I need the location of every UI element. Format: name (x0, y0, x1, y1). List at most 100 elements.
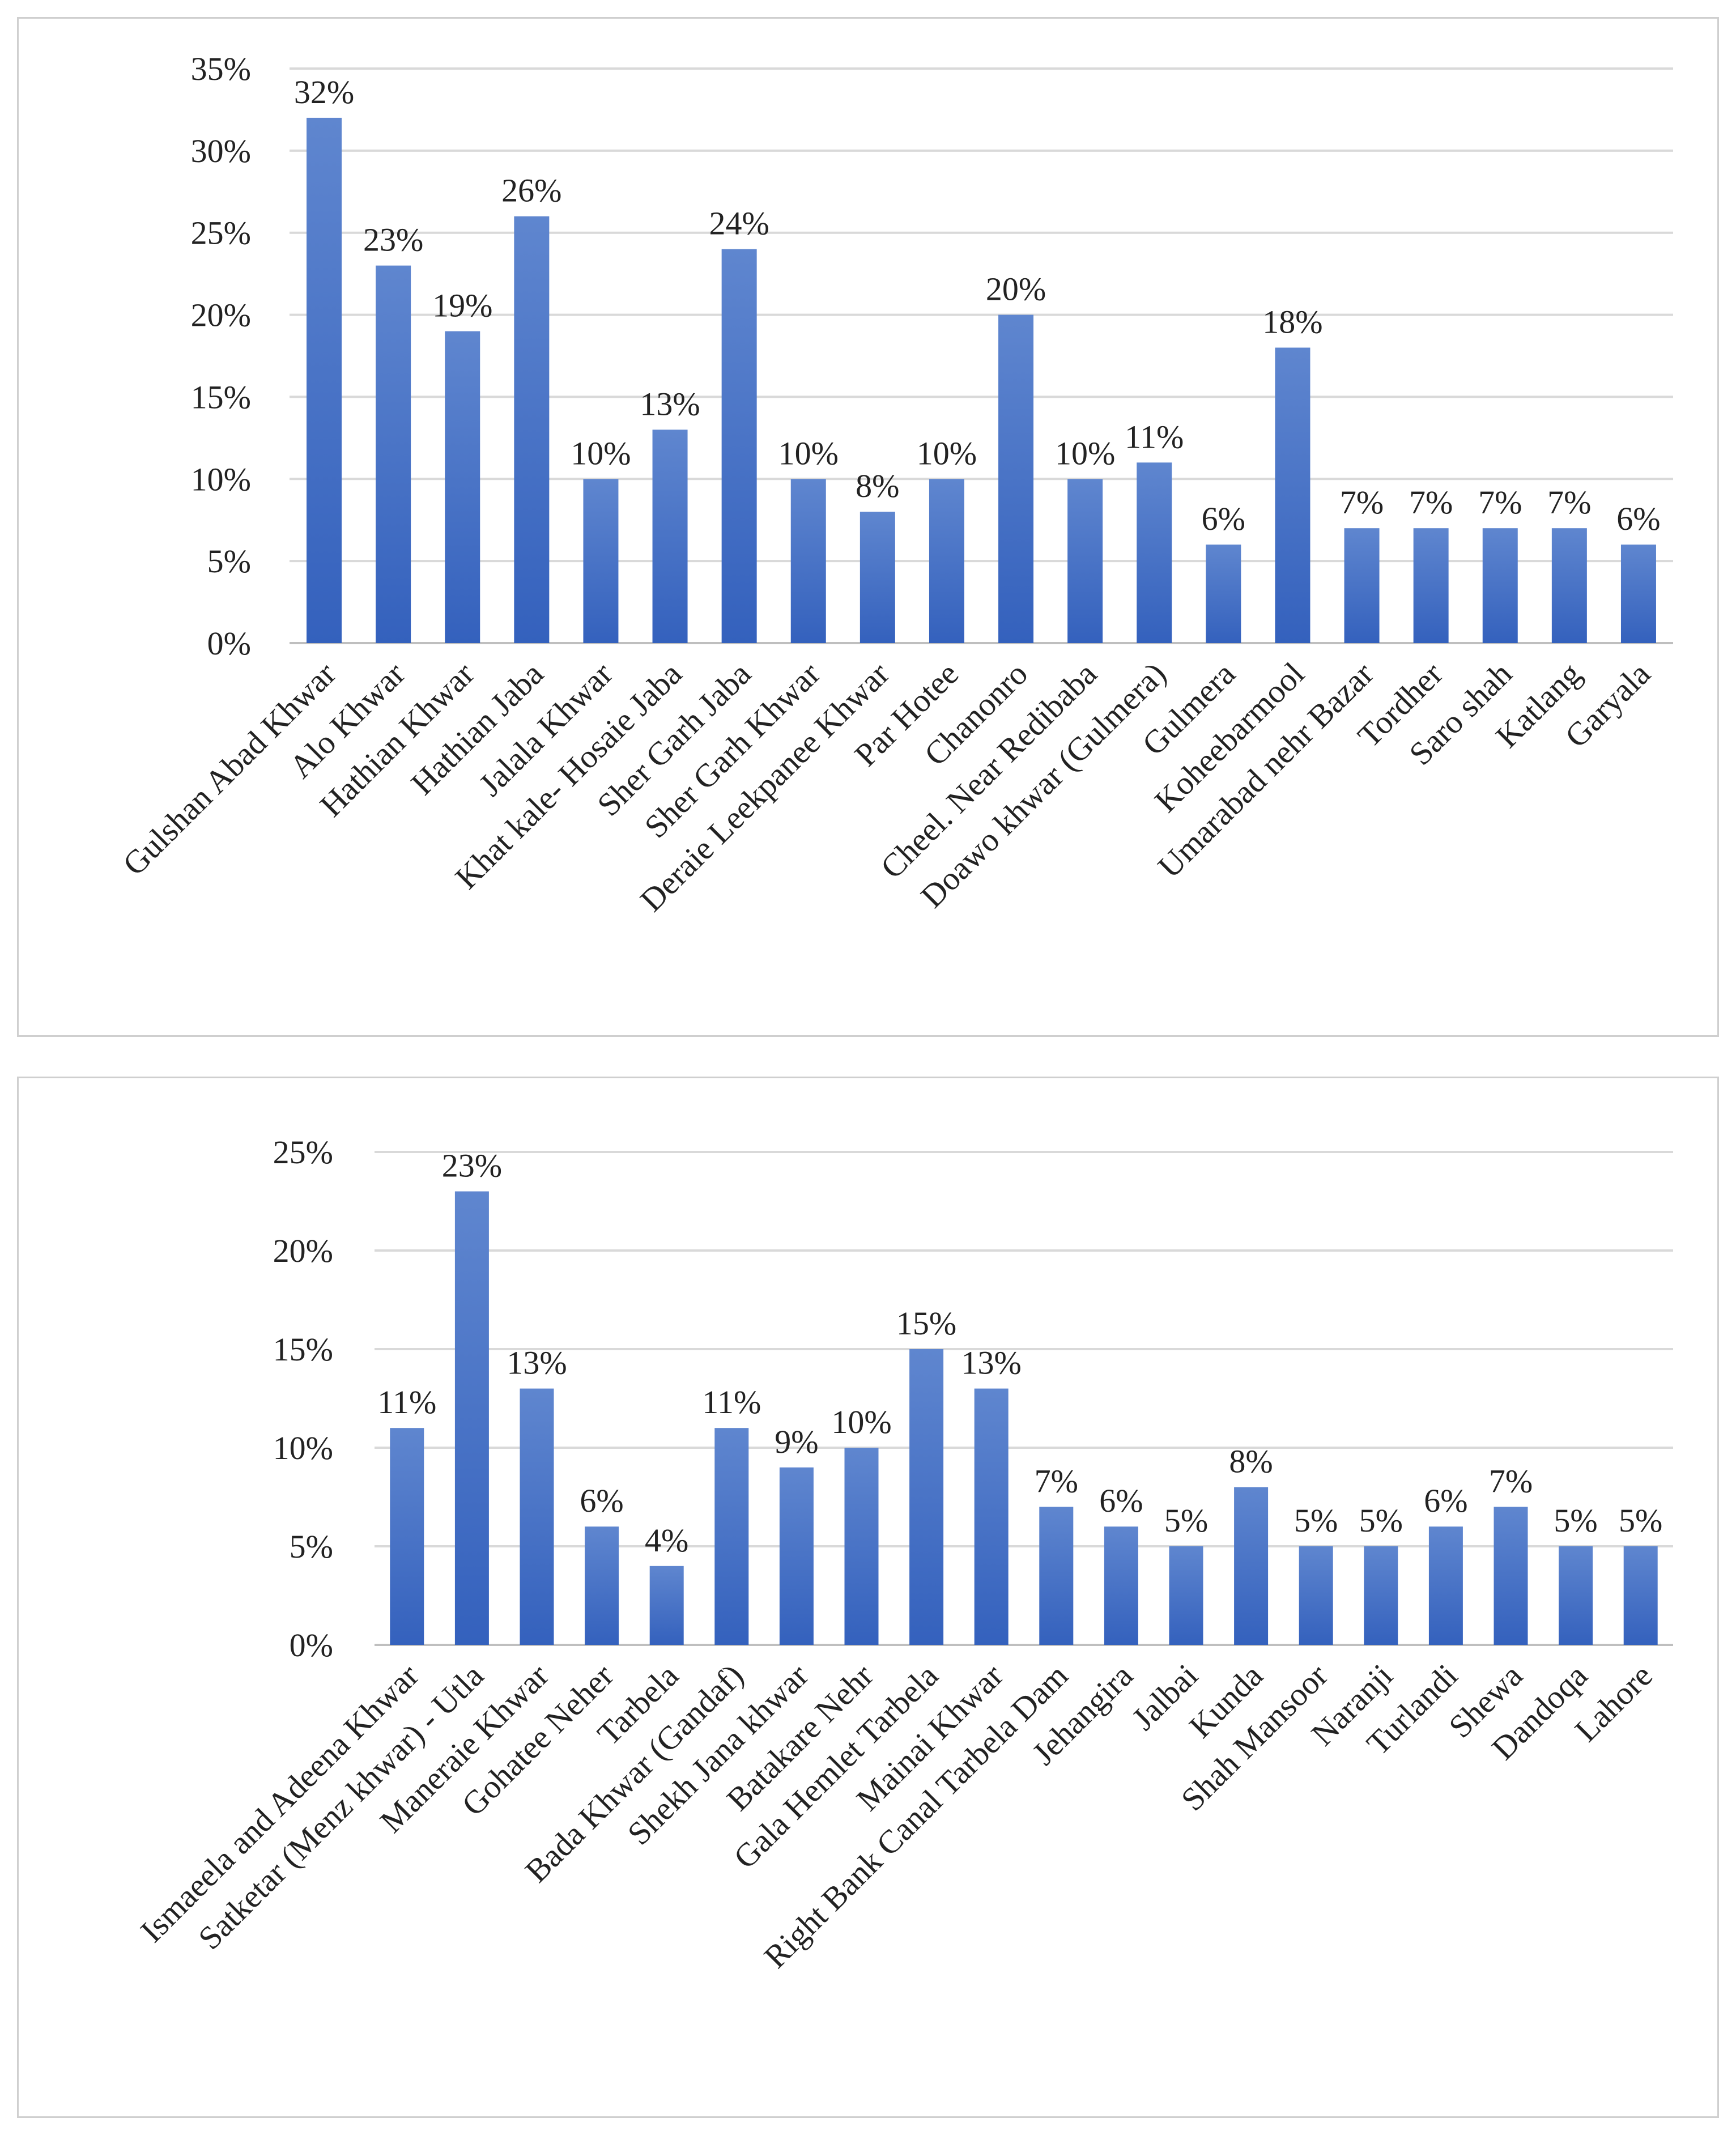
bar (454, 1191, 489, 1645)
data-label: 6% (580, 1482, 623, 1519)
data-label: 10% (917, 435, 977, 471)
bar (1039, 1507, 1074, 1645)
data-label: 5% (1359, 1502, 1403, 1539)
category-label: Satketar (Menz khwar) - Utla (191, 1657, 491, 1957)
bar (376, 265, 411, 644)
y-tick-label: 30% (191, 133, 251, 169)
data-label: 20% (986, 271, 1046, 308)
bar (974, 1388, 1009, 1645)
data-label: 6% (1424, 1482, 1467, 1519)
bar (998, 314, 1034, 643)
data-label: 7% (1478, 484, 1522, 521)
bar (714, 1428, 749, 1645)
bar (844, 1448, 879, 1645)
data-label: 7% (1409, 484, 1453, 521)
data-label: 7% (1489, 1462, 1533, 1499)
y-tick-label: 35% (191, 50, 251, 87)
bar (1206, 545, 1241, 643)
data-label: 13% (961, 1345, 1022, 1381)
bar (585, 1526, 619, 1645)
bar (1559, 1546, 1593, 1645)
y-tick-label: 0% (207, 625, 251, 662)
bar-chart-top: 0%5%10%15%20%25%30%35%32%Gulshan Abad Kh… (116, 50, 1673, 918)
data-label: 7% (1340, 484, 1384, 521)
data-label: 11% (702, 1384, 761, 1421)
data-label: 9% (775, 1423, 818, 1460)
bar (445, 331, 480, 643)
data-label: 8% (856, 467, 899, 504)
data-label: 10% (571, 435, 631, 471)
category-label: Ismaeela and Adeena Khwar (133, 1657, 426, 1949)
data-label: 10% (1055, 435, 1115, 471)
bar (860, 512, 895, 643)
data-label: 6% (1202, 500, 1245, 537)
bar (1413, 528, 1449, 643)
bar (1299, 1546, 1333, 1645)
bar (649, 1566, 684, 1645)
data-label: 7% (1035, 1462, 1078, 1499)
y-tick-label: 15% (191, 378, 251, 415)
y-tick-label: 10% (273, 1430, 333, 1466)
bar (1364, 1546, 1398, 1645)
bar (721, 249, 757, 644)
data-label: 10% (831, 1404, 891, 1440)
chart-panel-top: 0% 5% 10% 15% 20% 25% 30% 35% 32% Gulshan Abad Kh… (17, 17, 1719, 1037)
data-label: 6% (1616, 500, 1660, 537)
y-tick-label: 10% (191, 461, 251, 497)
y-tick-label: 15% (273, 1331, 333, 1368)
data-label: 5% (1294, 1502, 1338, 1539)
bar (1067, 479, 1103, 643)
bar (1169, 1546, 1203, 1645)
bar (390, 1428, 424, 1645)
y-tick-label: 5% (207, 543, 251, 580)
y-tick-label: 25% (273, 1134, 333, 1171)
data-label: 26% (501, 172, 561, 209)
bar (1104, 1526, 1138, 1645)
data-label: 32% (294, 74, 354, 110)
y-tick-label: 25% (191, 215, 251, 252)
bar (929, 479, 964, 643)
bar (1551, 528, 1587, 643)
bar (1620, 545, 1656, 643)
bar (1137, 462, 1172, 643)
y-tick-label: 0% (290, 1627, 333, 1664)
chart-panel-bottom: 0% 5% 10% 15% 20% 25% 11% Ismaeela and Adeena K… (17, 1077, 1719, 2118)
data-label: 13% (507, 1345, 567, 1381)
data-label: 19% (432, 287, 492, 324)
y-tick-label: 20% (191, 297, 251, 334)
bar (909, 1349, 944, 1645)
bar (779, 1467, 814, 1645)
bar (1623, 1546, 1658, 1645)
bar (790, 479, 826, 643)
y-tick-label: 20% (273, 1232, 333, 1269)
data-label: 15% (896, 1305, 956, 1342)
bar (1234, 1487, 1269, 1645)
bar (1344, 528, 1380, 643)
bar (520, 1388, 554, 1645)
y-tick-label: 5% (290, 1528, 333, 1565)
data-label: 11% (377, 1384, 436, 1421)
data-label: 5% (1554, 1502, 1597, 1539)
bar (1428, 1526, 1463, 1645)
data-label: 18% (1262, 304, 1322, 341)
bar (1494, 1507, 1528, 1645)
bar (652, 429, 688, 643)
data-label: 10% (778, 435, 839, 471)
data-label: 6% (1099, 1482, 1143, 1519)
data-label: 23% (363, 222, 423, 258)
data-label: 5% (1619, 1502, 1662, 1539)
data-label: 7% (1547, 484, 1591, 521)
bar (1482, 528, 1518, 643)
bar-chart-bottom: 0% 5% 10% 15% 20% 25% 11% Ismaeela and Adeena K… (133, 1134, 1673, 1975)
data-label: 8% (1229, 1443, 1273, 1480)
data-label: 24% (709, 205, 769, 242)
data-label: 23% (442, 1147, 502, 1184)
bar (583, 479, 619, 643)
bar (1275, 347, 1310, 643)
bar (307, 117, 342, 643)
data-label: 4% (645, 1522, 688, 1559)
data-label: 5% (1164, 1502, 1208, 1539)
bar (514, 216, 550, 643)
data-label: 11% (1125, 418, 1184, 455)
data-label: 13% (640, 385, 700, 422)
